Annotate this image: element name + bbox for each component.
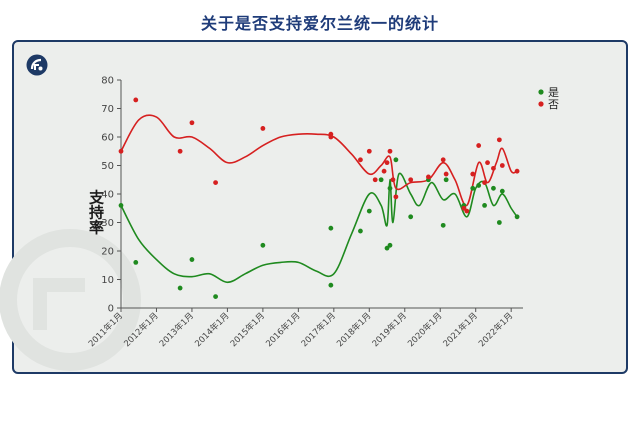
data-point-series-1 [189, 120, 195, 126]
data-point-series-1 [384, 160, 390, 166]
data-point-series-0 [408, 214, 414, 220]
data-point-series-1 [485, 160, 490, 166]
data-point-series-0 [491, 185, 496, 191]
data-point-series-1 [358, 157, 363, 163]
data-point-series-0 [384, 245, 390, 251]
data-point-series-1 [366, 148, 372, 154]
chart-card [12, 40, 628, 374]
data-point-series-1 [118, 148, 124, 154]
data-point-series-0 [470, 185, 476, 191]
data-point-series-0 [443, 177, 449, 183]
y-tick-label: 20 [101, 247, 114, 258]
y-tick-label: 0 [108, 304, 114, 315]
data-point-series-0 [133, 260, 139, 265]
data-point-series-0 [358, 228, 363, 234]
data-point-series-1 [133, 97, 139, 103]
x-tick-label: 2017年1月 [299, 310, 338, 349]
legend-marker-series-1 [538, 101, 544, 107]
y-tick-label: 10 [101, 275, 114, 286]
data-point-series-0 [260, 242, 266, 248]
data-point-series-0 [476, 183, 482, 188]
legend-marker-series-0 [538, 89, 544, 95]
data-point-series-0 [440, 222, 446, 228]
data-point-series-1 [476, 143, 482, 148]
data-point-series-0 [328, 282, 334, 288]
x-tick-label: 2022年1月 [476, 310, 515, 349]
data-point-series-1 [464, 208, 470, 214]
logo-icon [26, 54, 48, 76]
x-tick-label: 2015年1月 [228, 310, 267, 349]
legend-label-series-0: 是 [548, 86, 559, 99]
data-point-series-1 [440, 157, 446, 163]
legend-label-series-1: 否 [548, 98, 559, 111]
data-point-series-0 [514, 214, 520, 220]
y-tick-label: 60 [101, 133, 114, 144]
data-point-series-1 [499, 163, 505, 168]
x-tick-label: 2021年1月 [441, 310, 480, 349]
data-point-series-0 [387, 242, 393, 248]
watermark-icon [0, 229, 141, 371]
data-point-series-1 [470, 171, 476, 177]
data-point-series-1 [260, 126, 266, 131]
x-tick-label: 2018年1月 [334, 310, 373, 349]
data-point-series-1 [393, 194, 399, 200]
data-point-series-1 [491, 165, 496, 171]
data-point-series-1 [461, 205, 467, 211]
data-point-series-0 [177, 285, 183, 291]
data-point-series-0 [189, 257, 195, 262]
y-tick-label: 80 [101, 76, 114, 87]
data-point-series-0 [496, 220, 502, 225]
page-title: 关于是否支持爱尔兰统一的统计 [200, 14, 439, 33]
data-point-series-0 [366, 208, 372, 214]
data-point-series-1 [482, 180, 487, 186]
data-point-series-1 [496, 137, 502, 143]
data-point-series-1 [213, 180, 218, 186]
data-point-series-1 [514, 168, 520, 174]
y-axis-label: 支持率 [87, 189, 105, 236]
trend-line-series-0 [120, 172, 518, 284]
data-point-series-0 [328, 225, 334, 231]
data-point-series-1 [328, 131, 334, 137]
data-point-series-0 [387, 185, 393, 191]
x-tick-label: 2016年1月 [264, 310, 303, 349]
x-tick-label: 2014年1月 [193, 310, 232, 349]
data-point-series-1 [387, 148, 393, 154]
data-point-series-1 [390, 177, 396, 183]
data-point-series-0 [213, 294, 218, 299]
data-point-series-0 [499, 188, 505, 194]
data-point-series-1 [443, 171, 449, 177]
y-tick-label: 40 [101, 190, 114, 201]
data-point-series-1 [372, 177, 378, 183]
legend: 是否 [538, 86, 559, 111]
x-tick-label: 2019年1月 [370, 310, 409, 349]
x-tick-label: 2020年1月 [405, 310, 444, 349]
data-point-series-0 [482, 203, 487, 208]
data-point-series-1 [381, 168, 387, 174]
data-point-series-0 [378, 177, 384, 183]
trend-line-series-1 [120, 114, 518, 207]
data-point-series-1 [177, 148, 183, 154]
data-point-series-1 [408, 177, 414, 183]
y-tick-label: 70 [101, 104, 114, 115]
y-tick-label: 30 [101, 218, 114, 229]
data-point-series-0 [118, 203, 124, 208]
x-tick-label: 2013年1月 [157, 310, 196, 349]
data-point-series-1 [426, 174, 431, 180]
data-point-series-0 [393, 157, 399, 163]
y-tick-label: 50 [101, 161, 114, 172]
